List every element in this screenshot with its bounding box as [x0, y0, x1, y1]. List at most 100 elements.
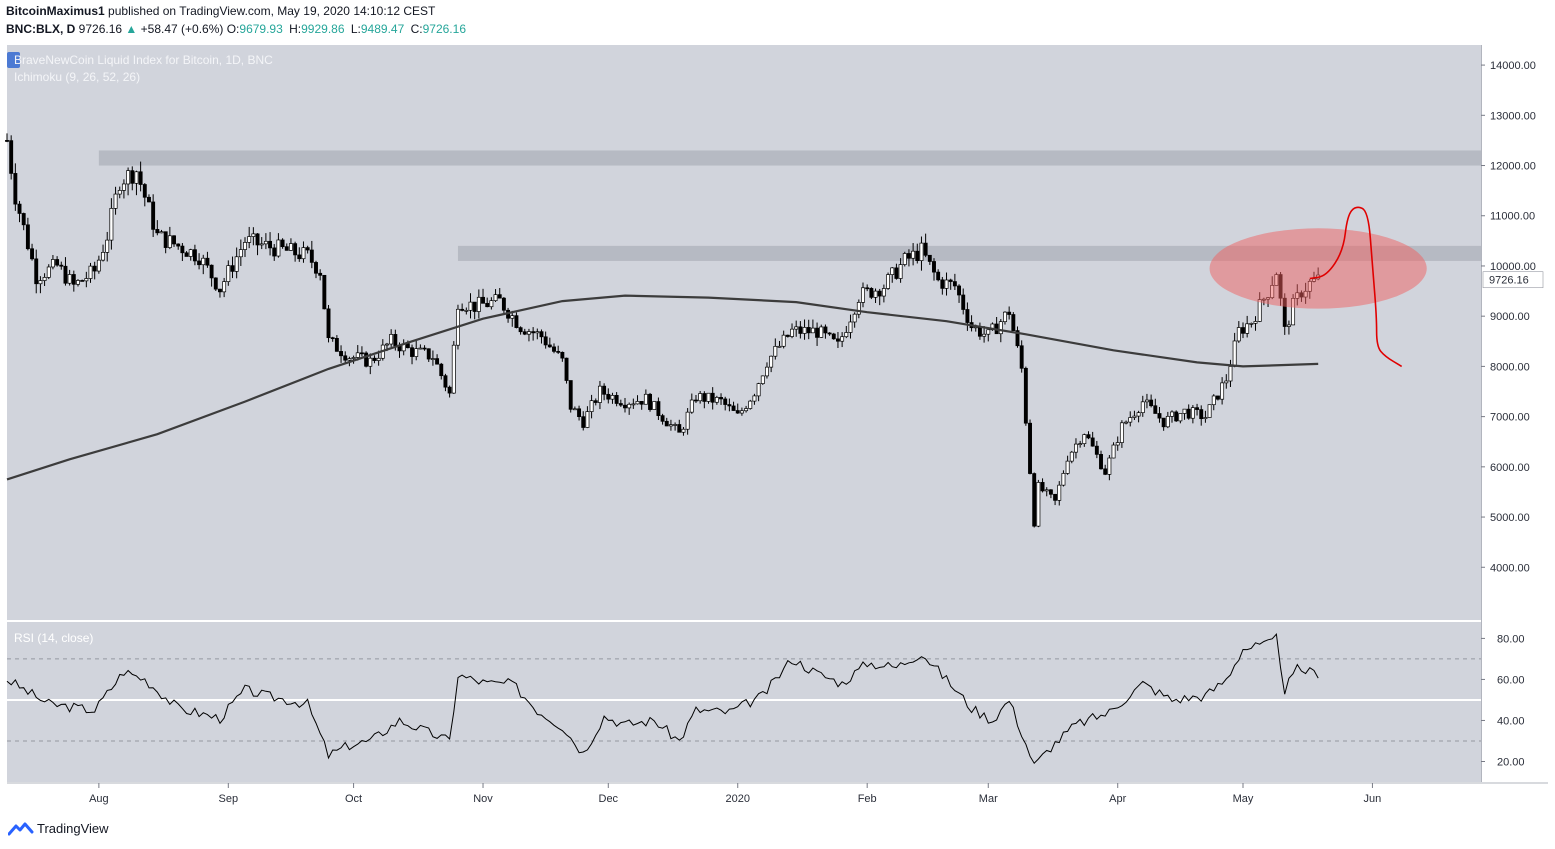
candle-body [155, 229, 160, 234]
time-tick-label: Mar [979, 793, 998, 805]
candle [314, 260, 318, 279]
candle-body [886, 274, 891, 289]
candle [67, 269, 72, 286]
candle-body [539, 331, 544, 338]
candle [368, 353, 373, 375]
candle-body [50, 259, 55, 268]
candle [63, 257, 68, 286]
candle [121, 179, 126, 199]
indicator-label[interactable]: Ichimoku (9, 26, 52, 26) [14, 70, 140, 84]
candle [902, 251, 907, 267]
open-label: O: [226, 22, 240, 36]
candle [1094, 440, 1099, 459]
candle [13, 163, 18, 211]
candle [639, 401, 644, 410]
candle-body [1257, 299, 1262, 322]
candle-body [1090, 437, 1095, 447]
candle [138, 161, 143, 192]
candle-body [305, 247, 310, 251]
candle-body [1249, 322, 1254, 325]
candle [1069, 450, 1074, 464]
candle-body [121, 183, 126, 191]
candle [831, 332, 836, 340]
candle-body [547, 344, 552, 348]
candle [919, 236, 924, 271]
price-pane[interactable] [7, 45, 1481, 620]
candle-body [464, 309, 469, 312]
candle-body [1207, 404, 1212, 418]
candle [823, 324, 828, 339]
candle-body [393, 334, 398, 347]
candle [552, 343, 556, 354]
candle [1065, 455, 1070, 475]
candle-body [481, 296, 485, 304]
candle [426, 348, 431, 362]
time-tick-label: Sep [219, 793, 239, 805]
rsi-pane[interactable] [7, 622, 1481, 782]
candle-body [1286, 324, 1291, 327]
candle-body [527, 331, 531, 335]
candle-body [184, 252, 189, 257]
candle [1099, 450, 1103, 470]
candle [247, 226, 252, 249]
candle [322, 274, 327, 310]
candle-body [965, 309, 970, 323]
candle [618, 399, 623, 407]
tradingview-footer[interactable]: TradingView [8, 821, 109, 836]
candle [677, 419, 682, 433]
candle [1057, 481, 1062, 506]
highlight-ellipse [1209, 228, 1427, 309]
candle [243, 237, 247, 257]
candle [810, 319, 815, 334]
candle-body [848, 321, 853, 333]
candle [176, 243, 181, 250]
candle-body [927, 254, 932, 262]
candle-body [422, 347, 427, 350]
candle [493, 289, 498, 302]
candle-body [201, 257, 206, 266]
author-name[interactable]: BitcoinMaximus1 [6, 4, 105, 18]
candle [547, 337, 552, 348]
candle [192, 244, 197, 266]
price-tick-label: 13000.00 [1490, 110, 1536, 122]
candle-body [1140, 401, 1145, 414]
candle [238, 239, 243, 266]
candle-body [1019, 345, 1024, 369]
candle-body [1149, 399, 1154, 407]
candle [556, 345, 561, 354]
candle [422, 345, 427, 351]
candle-body [944, 279, 949, 289]
candle-body [63, 265, 68, 284]
candle-body [230, 265, 235, 272]
candle-body [364, 352, 369, 367]
candle [59, 261, 64, 270]
last-price-tag-label: 9726.16 [1489, 275, 1529, 287]
candle-body [472, 301, 477, 312]
candle-body [280, 239, 285, 248]
candle [727, 398, 732, 412]
symbol-label[interactable]: BNC:BLX, D [6, 22, 76, 36]
candle [777, 340, 782, 348]
candle [631, 398, 636, 409]
rsi-pane-title[interactable]: RSI (14, close) [14, 631, 93, 645]
candle [952, 273, 957, 290]
candle-body [222, 281, 227, 293]
candle-body [894, 267, 899, 279]
candle-body [756, 383, 761, 397]
candle-body [1174, 411, 1179, 422]
price-pane-title[interactable]: BraveNewCoin Liquid Index for Bitcoin, 1… [14, 53, 273, 67]
candle-body [902, 253, 907, 265]
candle-body [1136, 412, 1141, 417]
candle-body [334, 338, 339, 352]
candle [781, 330, 786, 349]
candle-body [702, 393, 707, 402]
candle-body [836, 338, 840, 342]
candle-body [940, 279, 945, 289]
candle-body [435, 358, 440, 365]
time-tick-label: Jun [1364, 793, 1382, 805]
candle-body [531, 331, 536, 334]
candle [614, 392, 619, 407]
candle-body [593, 400, 598, 403]
candle-body [101, 251, 105, 261]
